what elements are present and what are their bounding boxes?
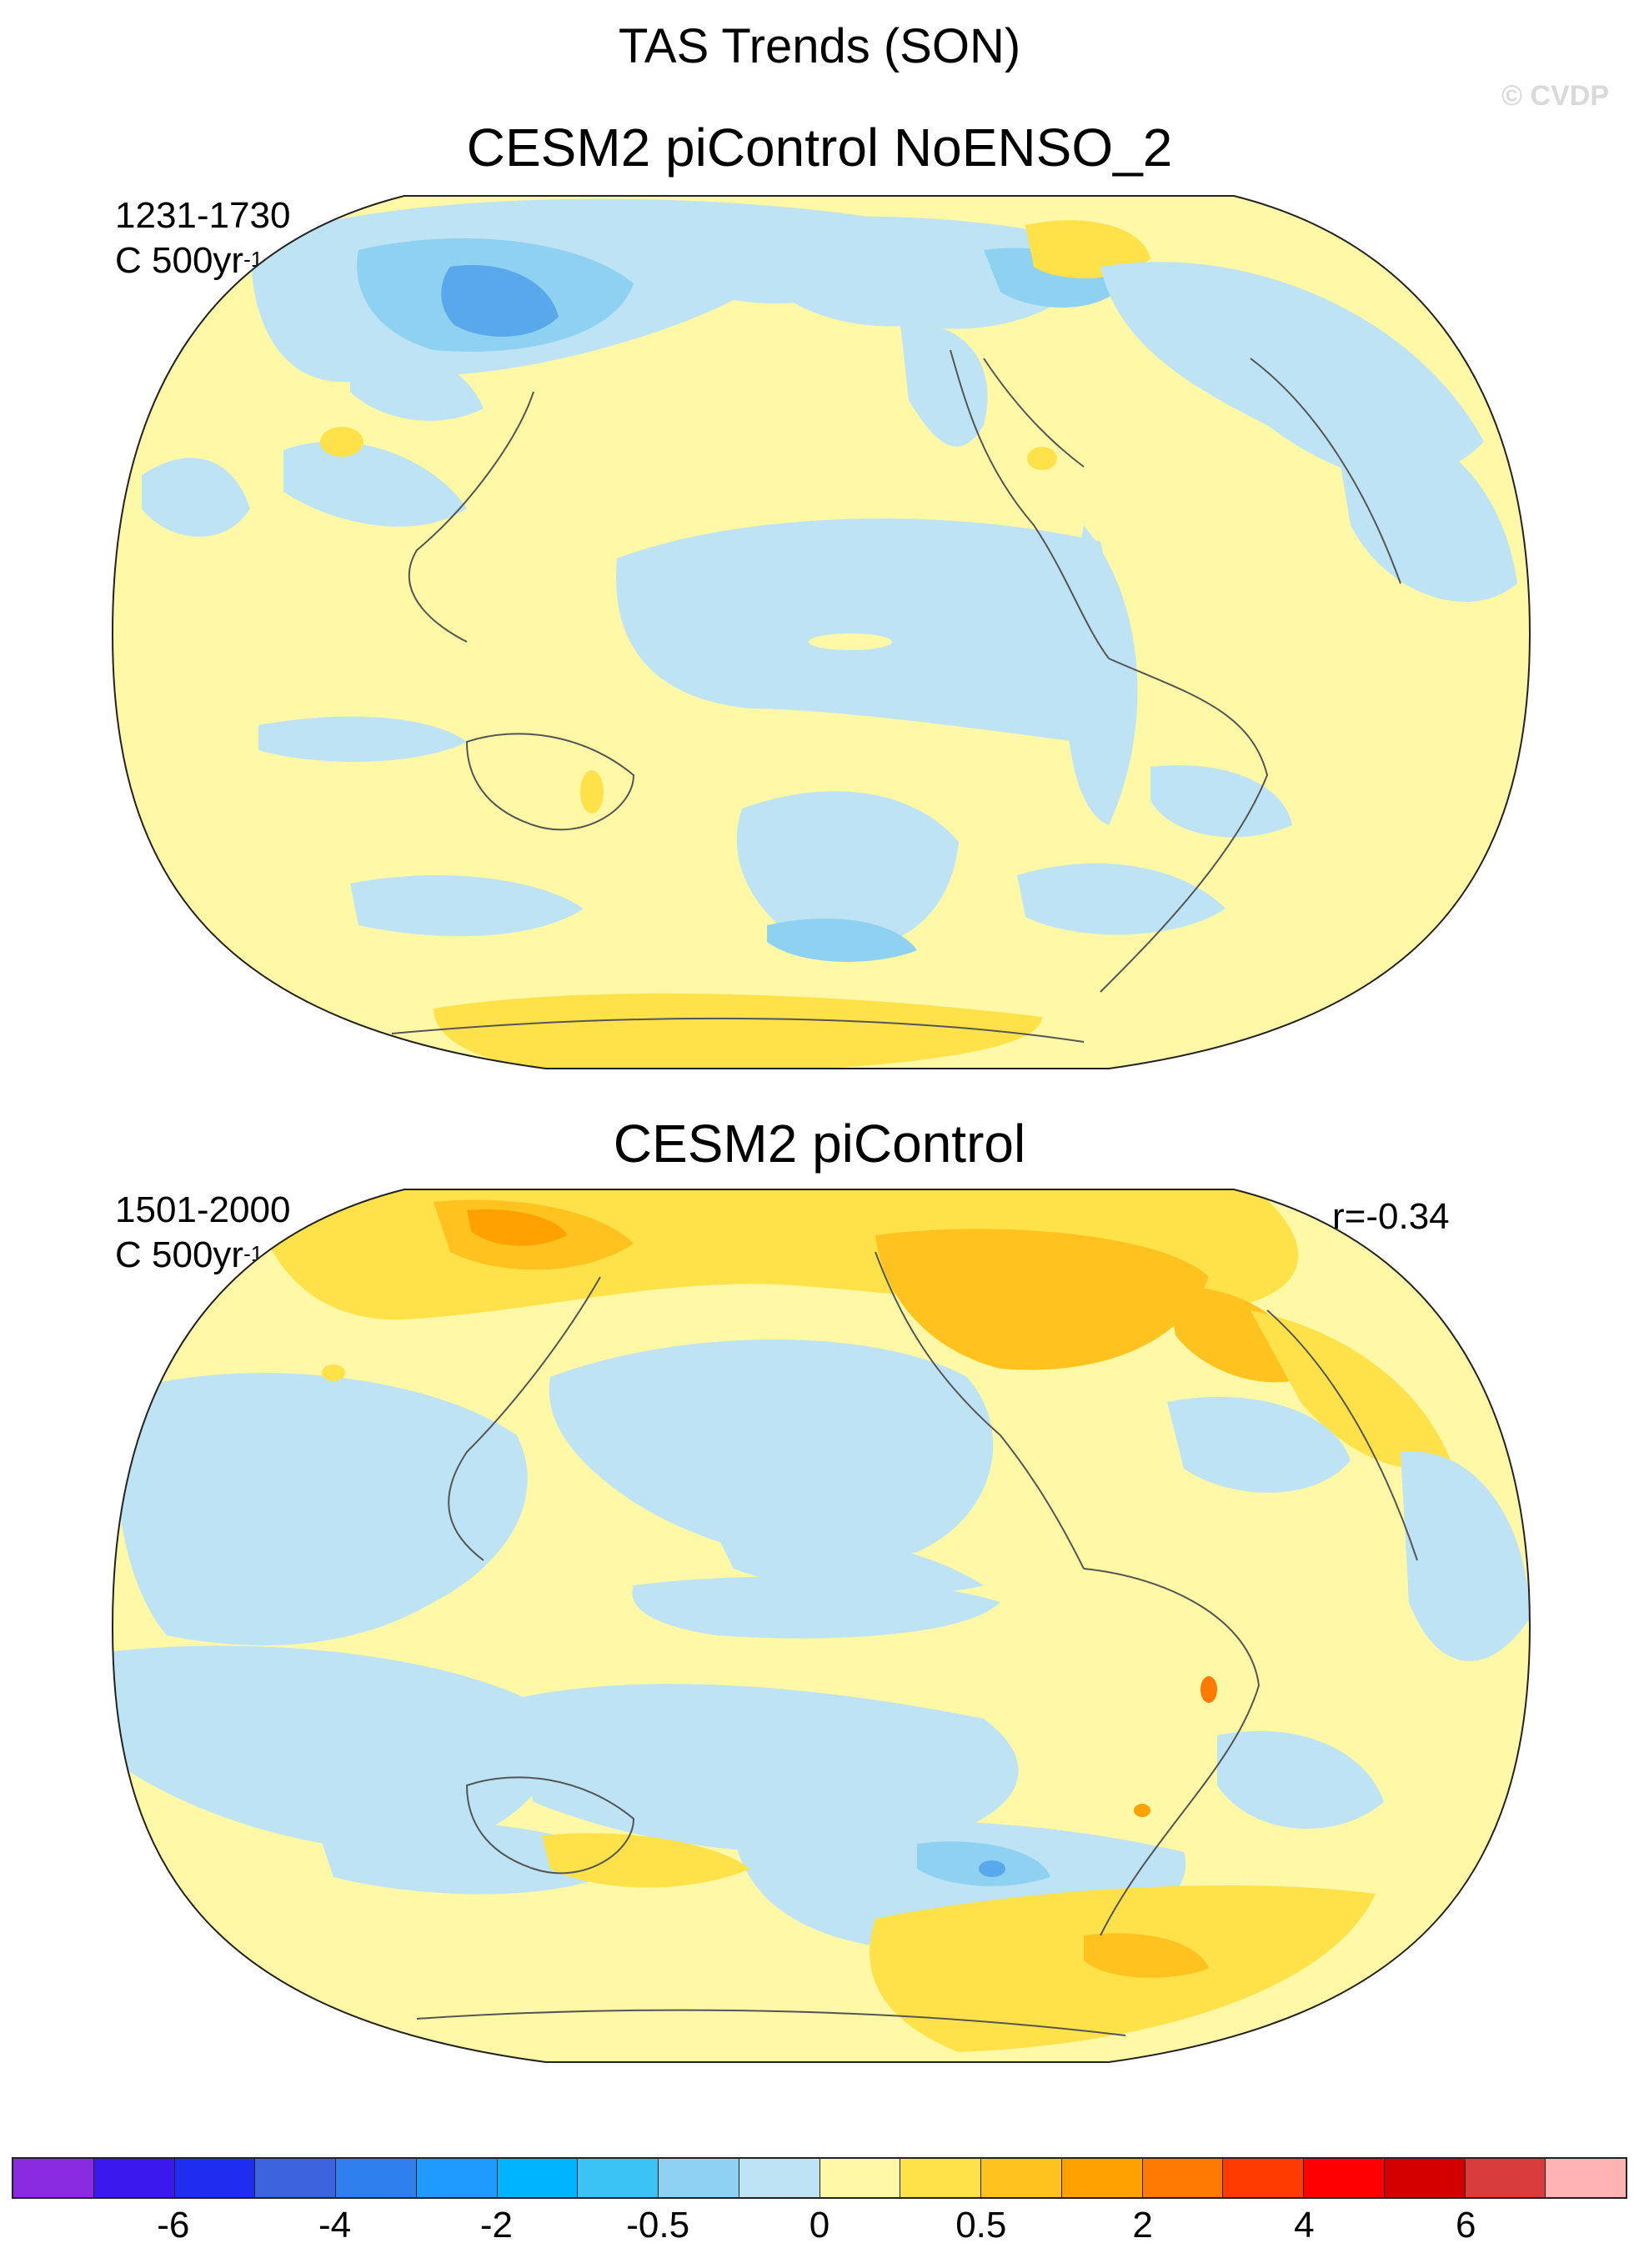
colorbar-tick-label: -6	[157, 2205, 190, 2245]
colorbar-box	[1061, 2159, 1143, 2197]
colorbar-box	[174, 2159, 256, 2197]
colorbar-box	[497, 2159, 579, 2197]
pattern-correlation: r=-0.34	[1332, 1196, 1450, 1237]
colorbar-tick-label: -2	[479, 2205, 513, 2245]
trend-map-bottom	[111, 1189, 1531, 2063]
colorbar-box	[1465, 2159, 1546, 2197]
colorbar-box	[820, 2159, 901, 2197]
panel-title-bottom: CESM2 piControl	[613, 1114, 1026, 1174]
colorbar-box	[255, 2159, 336, 2197]
colorbar-tick-label: 0.5	[955, 2205, 1007, 2245]
colorbar-box	[1223, 2159, 1304, 2197]
colorbar-tick-label: -4	[318, 2205, 352, 2245]
colorbar-tick-label: 0	[809, 2205, 830, 2245]
colorbar-box	[659, 2159, 739, 2197]
period-label-bottom: 1501-2000 C 500yr-1	[115, 1188, 290, 1278]
colorbar-tick-label: -0.5	[626, 2205, 690, 2245]
colorbar-tick-label: 4	[1294, 2205, 1315, 2245]
colorbar-labels: -6 -4 -2 -0.5 0 0.5 2 4 6	[12, 2205, 1627, 2255]
colorbar-tick-label: 2	[1132, 2205, 1153, 2245]
colorbar-box	[1384, 2159, 1466, 2197]
panel-title-top: CESM2 piControl NoENSO_2	[466, 118, 1173, 178]
colorbar-box	[900, 2159, 981, 2197]
colorbar-box	[578, 2159, 659, 2197]
colorbar-tick-label: 6	[1455, 2205, 1476, 2245]
period-years-top: 1231-1730	[115, 195, 291, 236]
copyright-watermark: © CVDP	[1501, 80, 1609, 112]
colorbar-box	[981, 2159, 1062, 2197]
colorbar-box	[93, 2159, 175, 2197]
colorbar	[12, 2157, 1627, 2199]
colorbar-box	[1142, 2159, 1224, 2197]
colorbar-box	[739, 2159, 820, 2197]
period-years-bottom: 1501-2000	[115, 1189, 291, 1230]
period-label-top: 1231-1730 C 500yr-1	[115, 193, 290, 283]
units-label-top: C 500yr-1	[115, 240, 263, 281]
colorbar-box	[336, 2159, 417, 2197]
figure-title: TAS Trends (SON)	[618, 19, 1021, 73]
colorbar-box	[13, 2159, 94, 2197]
colorbar-box	[416, 2159, 498, 2197]
colorbar-box	[1304, 2159, 1385, 2197]
colorbar-box	[1546, 2159, 1626, 2197]
trend-map-top	[111, 195, 1531, 1069]
